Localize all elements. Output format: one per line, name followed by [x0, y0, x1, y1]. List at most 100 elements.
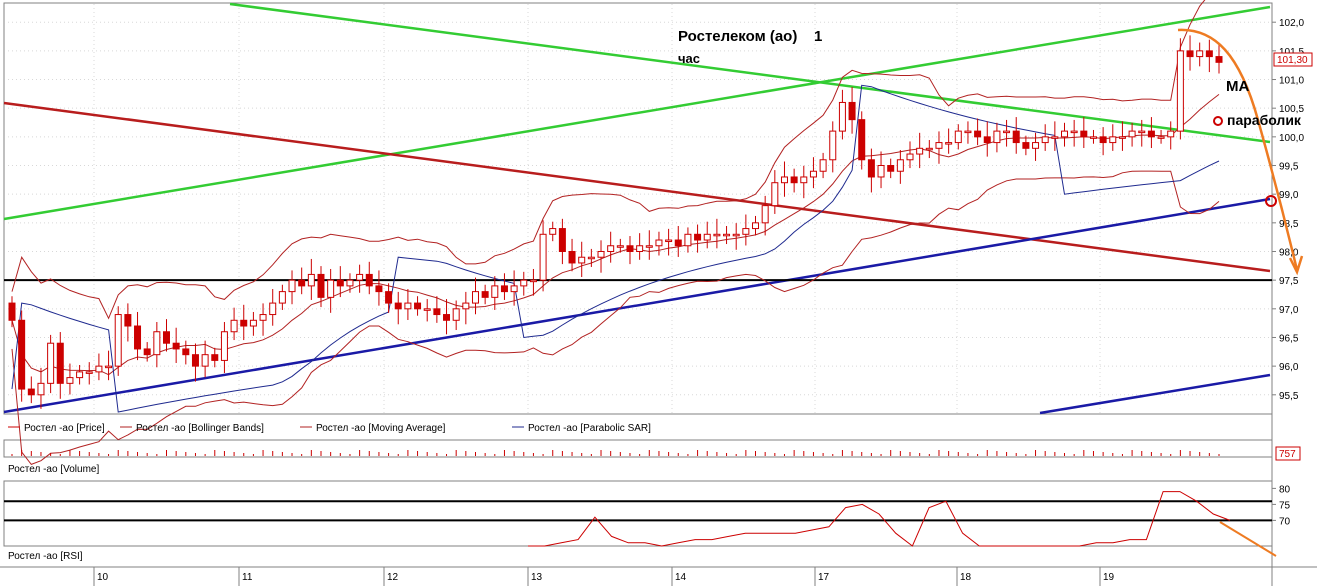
candle-body — [529, 279, 537, 283]
candle-body — [597, 250, 605, 258]
candle-body — [307, 273, 315, 287]
candle-body — [240, 319, 248, 327]
blue-lower-trendline — [1039, 373, 1271, 415]
last-volume-label: 757 — [1279, 449, 1296, 460]
candle-body — [18, 319, 26, 390]
candle-body — [974, 130, 982, 138]
candle-body — [1109, 136, 1117, 144]
y-tick-label: 101,0 — [1279, 76, 1304, 87]
candle-body — [587, 256, 595, 260]
price-y-axis: 102,0 101,5 101,0 100,5 100,0 99,5 99,0 98,5 98,… — [1272, 18, 1304, 402]
candle-body — [76, 371, 84, 379]
rsi-title: Ростел -ао [RSI] — [8, 551, 83, 562]
chart-title-line2: час — [678, 51, 700, 66]
candle-body — [1128, 130, 1136, 138]
candle-body — [404, 302, 412, 310]
candle-body — [491, 285, 499, 298]
candle-body — [1186, 50, 1194, 58]
last-volume-tag: 757 — [1275, 446, 1301, 461]
last-price-tag: 101,30 — [1273, 52, 1313, 67]
candle-body — [935, 142, 943, 149]
trend-lines — [3, 2, 1272, 415]
y-tick-label: 97,5 — [1279, 276, 1299, 287]
candle-body — [201, 354, 209, 367]
candle-body — [578, 256, 586, 264]
candle-body — [1196, 50, 1204, 58]
candle-body — [230, 319, 238, 333]
candle-body — [105, 365, 113, 369]
candle-body — [37, 382, 45, 396]
candle-body — [713, 233, 721, 237]
candle-body — [433, 308, 441, 316]
y-tick-label: 96,0 — [1279, 362, 1299, 373]
candle-body — [761, 205, 769, 224]
candle-body — [85, 371, 93, 374]
candle-body — [752, 222, 760, 230]
candle-body — [1041, 136, 1049, 144]
green-descending-trendline — [229, 2, 1271, 144]
y-tick-label: 99,5 — [1279, 162, 1299, 173]
candle-body — [1032, 142, 1040, 149]
candle-body — [182, 348, 190, 356]
candle-body — [1138, 130, 1146, 134]
candle-body — [1080, 130, 1088, 138]
rsi-y-tick-label: 70 — [1279, 516, 1291, 527]
candle-body — [452, 308, 460, 321]
candle-body — [191, 354, 199, 367]
candle-body — [288, 279, 296, 293]
y-tick-label: 100,0 — [1279, 133, 1304, 144]
candle-body — [665, 239, 673, 243]
candle-body — [1157, 136, 1165, 139]
candle-body — [1147, 130, 1155, 138]
candle-body — [269, 302, 277, 316]
candle-body — [954, 130, 962, 144]
chart-title-line1: Ростелеком (ао) 1 — [678, 28, 822, 45]
candle-body — [983, 136, 991, 144]
candle-body — [1215, 56, 1223, 63]
candle-body — [510, 285, 518, 293]
volume-title: Ростел -ао [Volume] — [8, 464, 99, 475]
candle-body — [298, 279, 306, 287]
candle-body — [443, 314, 451, 321]
candle-body — [877, 165, 885, 178]
forecast-arrow-price — [1177, 28, 1299, 271]
candle-body — [848, 101, 856, 121]
ma-label: MA — [1226, 78, 1249, 95]
candle-body — [1089, 136, 1097, 139]
red-descending-trendline — [3, 101, 1271, 273]
candle-body — [481, 291, 489, 298]
candle-body — [1061, 130, 1069, 138]
parabolic-marker — [1213, 116, 1223, 126]
candle-body — [356, 273, 364, 281]
candle-body — [1118, 136, 1126, 139]
y-tick-label: 100,5 — [1279, 104, 1304, 115]
parabolic-label: параболик — [1227, 112, 1302, 128]
candle-body — [674, 239, 682, 247]
candle-body — [47, 342, 55, 384]
candle-body — [1012, 130, 1020, 144]
candle-body — [626, 245, 634, 252]
candle-body — [336, 279, 344, 287]
candle-body — [925, 147, 933, 151]
candle-body — [655, 239, 663, 247]
candle-body — [1070, 130, 1078, 134]
candle-body — [945, 142, 953, 145]
candle-body — [56, 342, 64, 384]
volume-bars — [11, 450, 1220, 456]
y-tick-label: 99,0 — [1279, 190, 1299, 201]
candle-body — [385, 291, 393, 304]
bollinger-upper-band — [11, 0, 1206, 320]
candle-body — [964, 130, 972, 134]
candle-body — [1003, 130, 1011, 134]
green-ascending-trendline — [3, 5, 1271, 221]
candle-body — [143, 348, 151, 356]
candle-body — [365, 273, 373, 287]
y-tick-label: 98,5 — [1279, 219, 1299, 230]
candle-body — [520, 279, 528, 287]
candle-body — [220, 331, 228, 361]
candle-body — [1022, 142, 1030, 149]
candle-body — [607, 245, 615, 252]
price-candles — [8, 35, 1223, 409]
candle-body — [819, 159, 827, 172]
